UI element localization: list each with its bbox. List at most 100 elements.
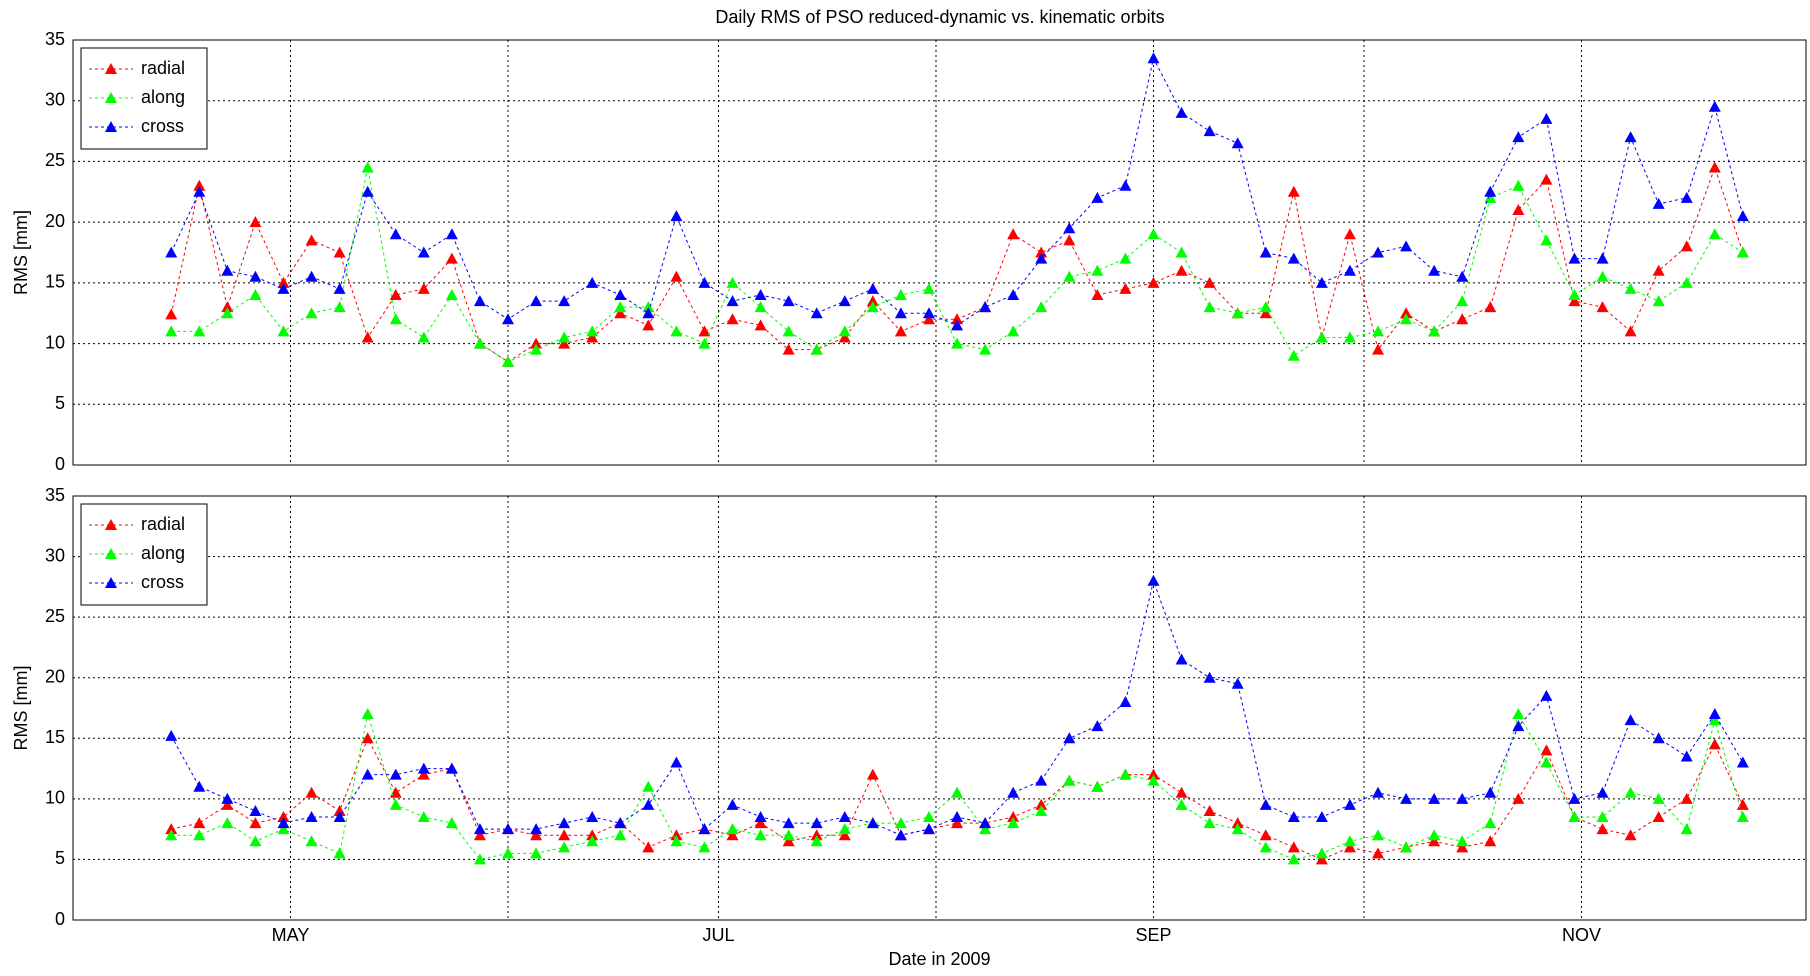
marker: [1091, 780, 1104, 792]
marker: [1175, 106, 1188, 118]
marker: [1119, 179, 1132, 191]
marker: [277, 276, 290, 288]
marker: [1231, 823, 1244, 835]
marker: [1596, 811, 1609, 823]
marker: [333, 282, 346, 294]
marker: [1035, 301, 1048, 313]
marker: [1568, 792, 1581, 804]
marker: [1624, 325, 1637, 337]
marker: [1652, 792, 1665, 804]
marker: [1708, 161, 1721, 173]
marker: [1091, 289, 1104, 300]
marker: [1680, 191, 1693, 203]
marker: [670, 829, 683, 841]
marker: [1203, 276, 1216, 288]
marker: [1456, 295, 1469, 307]
marker: [530, 295, 543, 307]
marker: [1484, 191, 1497, 203]
marker: [810, 835, 823, 847]
marker: [193, 185, 206, 197]
marker: [1147, 574, 1160, 586]
marker: [1091, 720, 1104, 732]
marker: [445, 762, 458, 774]
marker: [1007, 325, 1020, 337]
y-tick-label: 10: [45, 332, 65, 352]
chart-title: Daily RMS of PSO reduced-dynamic vs. kin…: [715, 7, 1164, 27]
marker: [754, 811, 767, 823]
marker: [726, 829, 739, 841]
marker: [586, 325, 599, 337]
marker: [445, 817, 458, 829]
marker: [1540, 744, 1553, 756]
legend-marker: [105, 548, 117, 559]
marker: [277, 817, 290, 829]
marker: [1007, 817, 1020, 829]
marker: [333, 301, 346, 313]
marker: [586, 331, 599, 343]
marker: [1147, 52, 1160, 64]
marker: [1456, 270, 1469, 282]
marker: [249, 835, 262, 847]
marker: [1652, 295, 1665, 307]
x-tick-label: SEP: [1135, 925, 1171, 945]
marker: [838, 823, 851, 835]
marker: [642, 780, 655, 792]
marker: [1568, 295, 1581, 307]
marker: [221, 264, 234, 276]
series-line: [171, 737, 1744, 860]
marker: [866, 295, 879, 307]
marker: [221, 817, 234, 829]
marker: [389, 313, 402, 325]
marker: [558, 331, 571, 343]
marker: [810, 829, 823, 841]
marker: [1259, 829, 1272, 841]
marker: [417, 282, 430, 294]
marker: [1035, 774, 1048, 786]
marker: [670, 756, 683, 768]
marker: [1428, 264, 1441, 276]
y-tick-label: 15: [45, 272, 65, 292]
marker: [1736, 811, 1749, 823]
marker: [754, 829, 767, 841]
marker: [277, 325, 290, 337]
marker: [979, 817, 992, 829]
marker: [754, 817, 767, 829]
marker: [922, 823, 935, 835]
marker: [502, 847, 515, 859]
marker: [1652, 732, 1665, 744]
legend-marker: [105, 519, 117, 530]
marker: [1259, 307, 1272, 319]
marker: [1512, 179, 1525, 191]
marker: [389, 228, 402, 240]
marker: [1484, 301, 1497, 313]
marker: [698, 325, 711, 337]
marker: [249, 270, 262, 282]
marker: [1203, 301, 1216, 313]
x-tick-label: JUL: [702, 925, 734, 945]
marker: [1624, 829, 1637, 841]
marker: [1540, 112, 1553, 124]
marker: [502, 823, 515, 835]
marker: [1175, 786, 1188, 798]
marker: [1119, 282, 1132, 294]
marker: [1708, 100, 1721, 112]
marker: [1624, 714, 1637, 726]
marker: [1596, 270, 1609, 282]
marker: [979, 343, 992, 355]
marker: [1007, 786, 1020, 798]
marker: [417, 246, 430, 258]
marker: [221, 301, 234, 313]
marker: [1007, 289, 1020, 300]
marker: [221, 798, 234, 810]
marker: [754, 319, 767, 331]
marker: [1063, 234, 1076, 246]
marker: [698, 276, 711, 288]
marker: [1680, 240, 1693, 252]
marker: [642, 301, 655, 313]
y-tick-label: 30: [45, 89, 65, 109]
marker: [389, 289, 402, 300]
y-axis-label: RMS [mm]: [11, 210, 31, 295]
marker: [530, 829, 543, 841]
y-tick-label: 35: [45, 485, 65, 505]
marker: [754, 289, 767, 300]
